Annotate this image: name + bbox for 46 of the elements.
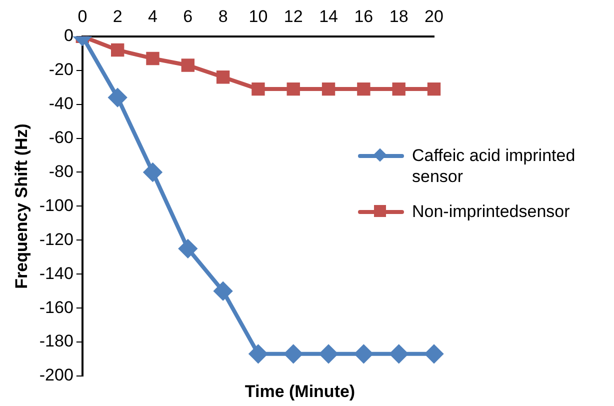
x-tick-label: 0: [78, 6, 88, 26]
x-tick-label: 4: [148, 6, 158, 26]
x-axis-title: Time (Minute): [244, 382, 356, 402]
y-tick-label: -20: [48, 60, 74, 80]
y-axis-title: Frequency Shift (Hz): [12, 124, 31, 289]
y-tick-label: -180: [39, 332, 74, 351]
point: [357, 82, 370, 96]
y-tick-label: -100: [39, 196, 74, 215]
legend-label: Caffeic acid imprinted sensor: [412, 145, 576, 187]
point: [178, 240, 197, 258]
y-tick-label: -40: [48, 94, 74, 114]
point: [252, 82, 265, 96]
point: [108, 88, 127, 107]
point: [322, 82, 336, 96]
point: [146, 52, 160, 66]
x-tick-label: 16: [354, 6, 374, 26]
point: [425, 344, 443, 363]
point: [216, 70, 230, 84]
y-tick-label: 0: [64, 26, 74, 46]
point: [284, 344, 302, 363]
point: [144, 163, 162, 182]
y-tick-label: -140: [39, 264, 74, 283]
point: [354, 344, 373, 363]
x-tick-label: 18: [389, 6, 408, 26]
x-tick-label: 8: [218, 6, 228, 26]
y-tick-label: -80: [48, 162, 74, 181]
point: [320, 344, 338, 363]
y-tick-label: -160: [39, 298, 74, 317]
point: [390, 344, 408, 363]
y-tick-label: -60: [48, 128, 74, 147]
legend-label: Non-imprintedsensor: [412, 201, 571, 222]
x-tick-label: 14: [319, 6, 338, 26]
point: [181, 58, 194, 72]
x-tick-label: 2: [112, 6, 122, 26]
x-tick-label: 6: [183, 6, 193, 26]
point: [214, 282, 232, 300]
point: [249, 344, 268, 363]
point: [286, 82, 300, 96]
point: [392, 82, 406, 96]
x-tick-label: 20: [424, 6, 444, 26]
x-tick-label: 12: [284, 6, 303, 26]
point: [110, 43, 124, 57]
x-tick-label: 10: [248, 6, 268, 26]
point: [427, 82, 441, 96]
y-tick-label: -120: [39, 230, 74, 249]
y-tick-label: -200: [39, 366, 74, 385]
